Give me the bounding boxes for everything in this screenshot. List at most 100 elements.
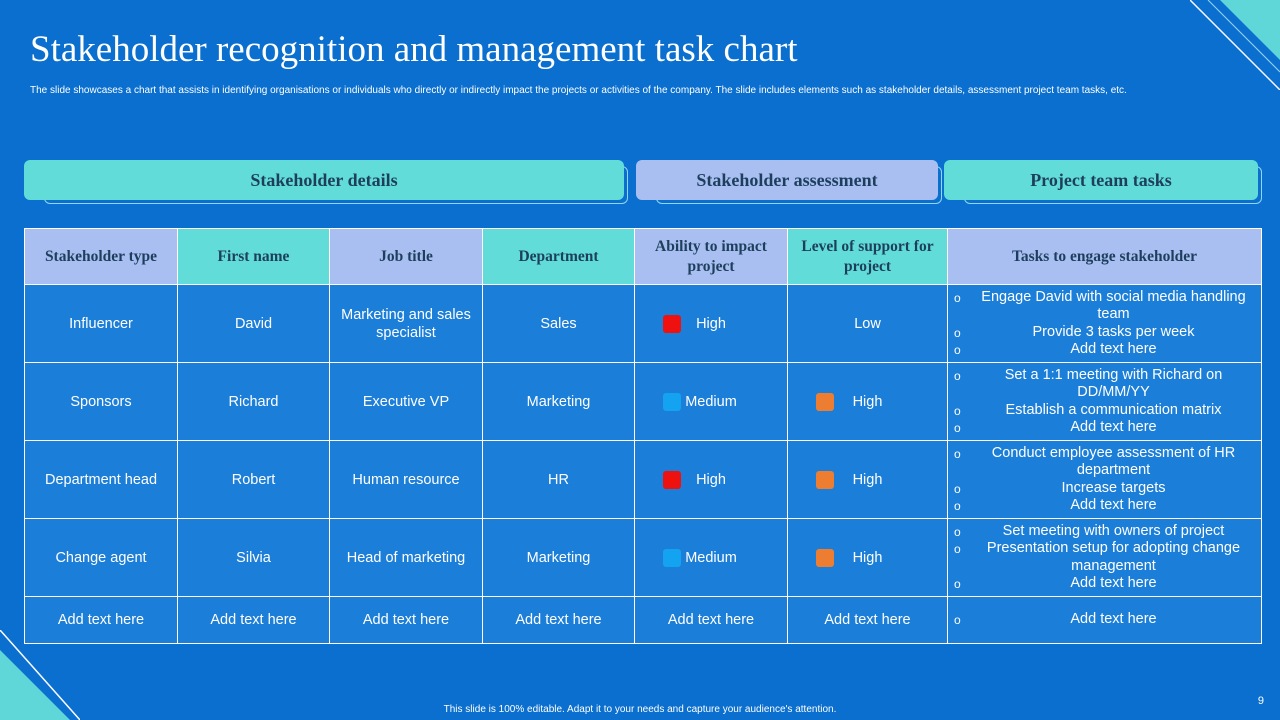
column-header-first-name: First name (177, 228, 330, 285)
task-list: Add text here (954, 611, 1255, 629)
task-item: Add text here (954, 611, 1255, 629)
task-item: Set meeting with owners of project (954, 523, 1255, 541)
task-item: Conduct employee assessment of HR depart… (954, 445, 1255, 480)
support-level: High (794, 548, 941, 567)
level-indicator-swatch (663, 392, 681, 411)
stakeholder-table: Stakeholder type First name Job title De… (24, 228, 1262, 644)
task-item: Provide 3 tasks per week (954, 324, 1255, 342)
ability-level: Medium (641, 392, 781, 411)
cell-ability: Medium (634, 362, 788, 441)
corner-decoration-bottom-left (0, 630, 80, 720)
table-row: Sponsors Richard Executive VP Marketing … (24, 362, 1262, 441)
level-indicator-swatch (663, 470, 681, 489)
ability-level: High (641, 314, 781, 333)
support-level-text: High (852, 471, 883, 488)
cell-stakeholder-type: Influencer (24, 284, 178, 363)
task-item: Set a 1:1 meeting with Richard on DD/MM/… (954, 367, 1255, 402)
cell-first-name: David (177, 284, 330, 363)
task-list: Conduct employee assessment of HR depart… (954, 445, 1255, 515)
cell-ability: High (634, 440, 788, 519)
table-row: Change agent Silvia Head of marketing Ma… (24, 518, 1262, 597)
cell-tasks: Engage David with social media handling … (947, 284, 1262, 363)
slide-title: Stakeholder recognition and management t… (30, 29, 798, 70)
level-indicator-swatch (663, 548, 681, 567)
task-item: Add text here (954, 497, 1255, 515)
cell-tasks: Set a 1:1 meeting with Richard on DD/MM/… (947, 362, 1262, 441)
support-level: High (794, 470, 941, 489)
cell-job-title: Add text here (329, 596, 483, 644)
column-header-tasks: Tasks to engage stakeholder (947, 228, 1262, 285)
cell-job-title: Human resource (329, 440, 483, 519)
cell-first-name: Richard (177, 362, 330, 441)
cell-first-name: Add text here (177, 596, 330, 644)
table-header-row: Stakeholder type First name Job title De… (24, 228, 1262, 285)
task-list: Engage David with social media handling … (954, 289, 1255, 359)
cell-job-title: Executive VP (329, 362, 483, 441)
level-indicator-swatch (816, 392, 834, 411)
column-header-job-title: Job title (329, 228, 483, 285)
ability-level: Medium (641, 548, 781, 567)
section-header-label: Project team tasks (1030, 169, 1172, 190)
cell-ability: Add text here (634, 596, 788, 644)
support-level-text: High (852, 549, 883, 566)
cell-job-title: Head of marketing (329, 518, 483, 597)
column-header-ability: Ability to impact project (634, 228, 788, 285)
cell-stakeholder-type: Change agent (24, 518, 178, 597)
ability-level-text: Medium (685, 549, 737, 566)
cell-first-name: Silvia (177, 518, 330, 597)
cell-department: Marketing (482, 362, 635, 441)
cell-department: Sales (482, 284, 635, 363)
ability-level-text: High (696, 315, 726, 332)
task-item: Add text here (954, 575, 1255, 593)
cell-job-title: Marketing and sales specialist (329, 284, 483, 363)
task-item: Add text here (954, 419, 1255, 437)
section-header-label: Stakeholder assessment (696, 169, 878, 190)
table-row: Department head Robert Human resource HR… (24, 440, 1262, 519)
cell-stakeholder-type: Add text here (24, 596, 178, 644)
task-item: Engage David with social media handling … (954, 289, 1255, 324)
cell-department: HR (482, 440, 635, 519)
column-header-stakeholder-type: Stakeholder type (24, 228, 178, 285)
corner-decoration-top-right (1190, 0, 1280, 90)
cell-support: High (787, 362, 948, 441)
cell-support: Low (787, 284, 948, 363)
cell-department: Add text here (482, 596, 635, 644)
column-header-department: Department (482, 228, 635, 285)
cell-department: Marketing (482, 518, 635, 597)
cell-first-name: Robert (177, 440, 330, 519)
section-header-stakeholder-details: Stakeholder details (24, 160, 628, 204)
task-item: Increase targets (954, 480, 1255, 498)
cell-stakeholder-type: Department head (24, 440, 178, 519)
cell-support: High (787, 440, 948, 519)
task-list: Set a 1:1 meeting with Richard on DD/MM/… (954, 367, 1255, 437)
task-item: Add text here (954, 341, 1255, 359)
cell-stakeholder-type: Sponsors (24, 362, 178, 441)
ability-level: High (641, 470, 781, 489)
section-header-project-team-tasks: Project team tasks (944, 160, 1262, 204)
support-level-text: High (852, 393, 883, 410)
section-header-stakeholder-assessment: Stakeholder assessment (636, 160, 942, 204)
table-row: Add text here Add text here Add text her… (24, 596, 1262, 644)
page-number: 9 (1257, 695, 1264, 707)
support-level: High (794, 392, 941, 411)
cell-tasks: Add text here (947, 596, 1262, 644)
cell-tasks: Set meeting with owners of project Prese… (947, 518, 1262, 597)
cell-support: Add text here (787, 596, 948, 644)
level-indicator-swatch (663, 314, 681, 333)
cell-tasks: Conduct employee assessment of HR depart… (947, 440, 1262, 519)
cell-support: High (787, 518, 948, 597)
section-header-label: Stakeholder details (250, 169, 398, 190)
column-header-support: Level of support for project (787, 228, 948, 285)
task-item: Establish a communication matrix (954, 402, 1255, 420)
ability-level-text: Medium (685, 393, 737, 410)
slide-subtitle: The slide showcases a chart that assists… (30, 85, 1127, 96)
level-indicator-swatch (816, 548, 834, 567)
cell-ability: High (634, 284, 788, 363)
cell-ability: Medium (634, 518, 788, 597)
table-row: Influencer David Marketing and sales spe… (24, 284, 1262, 363)
task-list: Set meeting with owners of project Prese… (954, 523, 1255, 593)
level-indicator-swatch (816, 470, 834, 489)
task-item: Presentation setup for adopting change m… (954, 540, 1255, 575)
slide-footer: This slide is 100% editable. Adapt it to… (443, 704, 837, 715)
ability-level-text: High (696, 471, 726, 488)
